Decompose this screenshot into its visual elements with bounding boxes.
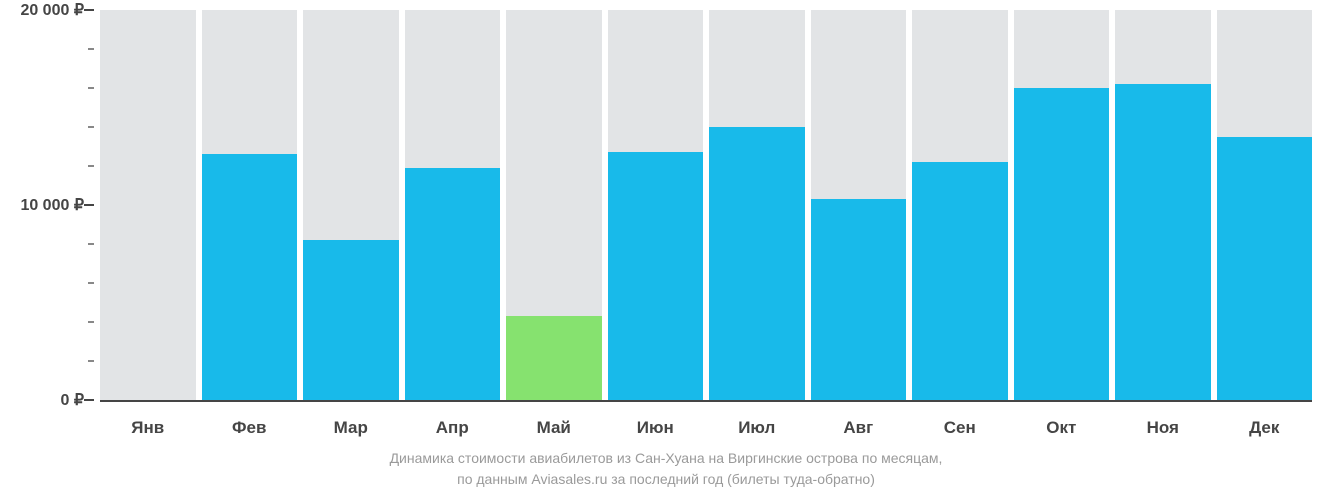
bar-slot [709,10,805,400]
y-axis-label: 10 000 ₽ [20,195,84,215]
bar-fill[interactable] [1014,88,1110,400]
bar-fill[interactable] [506,316,602,400]
price-by-month-chart: 0 ₽10 000 ₽20 000 ₽ ЯнвФевМарАпрМайИюнИю… [0,0,1332,502]
y-axis-tick [84,204,94,206]
y-axis-label: 0 ₽ [60,390,84,410]
bar-slot [202,10,298,400]
x-axis-label: Дек [1217,410,1313,438]
x-axis-label: Янв [100,410,196,438]
bar-slot [303,10,399,400]
x-axis-label: Фев [202,410,298,438]
bar-fill[interactable] [1217,137,1313,400]
bar-slot [912,10,1008,400]
x-axis-label: Май [506,410,602,438]
bar-fill[interactable] [608,152,704,400]
y-axis-minor-tick [88,243,94,245]
x-axis-label: Мар [303,410,399,438]
y-axis-minor-tick [88,48,94,50]
y-axis-label: 20 000 ₽ [20,0,84,20]
y-axis-tick [84,399,94,401]
y-axis-minor-tick [88,87,94,89]
bar-slot [1115,10,1211,400]
y-axis-minor-tick [88,360,94,362]
bars-group [100,10,1312,400]
y-axis-minor-tick [88,282,94,284]
x-axis-label: Апр [405,410,501,438]
caption-line-1: Динамика стоимости авиабилетов из Сан-Ху… [390,450,943,466]
x-axis-label: Июл [709,410,805,438]
bar-slot [811,10,907,400]
chart-caption: Динамика стоимости авиабилетов из Сан-Ху… [0,448,1332,490]
bar-slot [405,10,501,400]
bar-fill[interactable] [303,240,399,400]
bar-background [100,10,196,400]
y-axis-tick [84,9,94,11]
bar-slot [100,10,196,400]
bar-fill[interactable] [1115,84,1211,400]
x-axis-label: Июн [608,410,704,438]
y-axis-minor-tick [88,321,94,323]
x-axis-label: Сен [912,410,1008,438]
x-axis-baseline [100,400,1312,402]
bar-fill[interactable] [709,127,805,400]
x-axis-labels: ЯнвФевМарАпрМайИюнИюлАвгСенОктНояДек [100,410,1312,438]
y-axis-minor-tick [88,165,94,167]
bar-slot [506,10,602,400]
x-axis-label: Авг [811,410,907,438]
bar-slot [608,10,704,400]
y-axis: 0 ₽10 000 ₽20 000 ₽ [0,10,100,400]
y-axis-minor-tick [88,126,94,128]
bar-fill[interactable] [202,154,298,400]
bar-fill[interactable] [811,199,907,400]
bar-slot [1217,10,1313,400]
bar-fill[interactable] [912,162,1008,400]
plot-area [100,10,1312,400]
x-axis-label: Окт [1014,410,1110,438]
caption-line-2: по данным Aviasales.ru за последний год … [457,471,875,487]
bar-fill[interactable] [405,168,501,400]
bar-slot [1014,10,1110,400]
x-axis-label: Ноя [1115,410,1211,438]
